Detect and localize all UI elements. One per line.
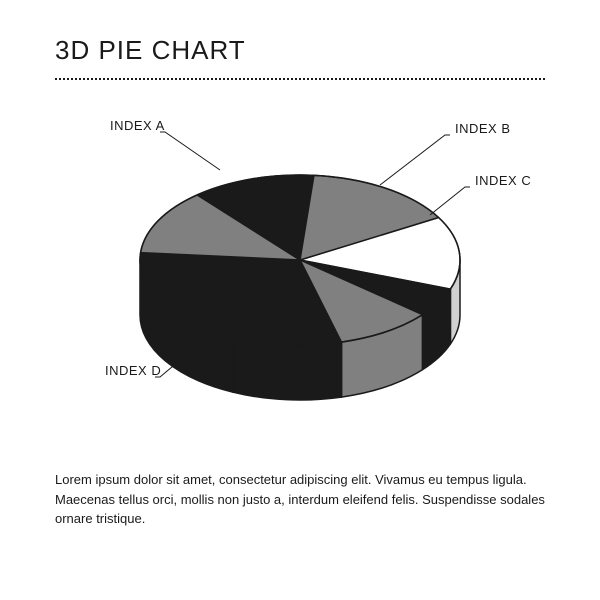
label-index-d: INDEX D	[105, 363, 161, 378]
label-index-b: INDEX B	[455, 121, 511, 136]
description-text: Lorem ipsum dolor sit amet, consectetur …	[55, 470, 545, 529]
label-index-c: INDEX C	[475, 173, 531, 188]
pie-chart-3d: INDEX A INDEX B INDEX C INDEX D	[50, 110, 550, 440]
chart-title: 3D PIE CHART	[55, 35, 246, 66]
label-index-a: INDEX A	[110, 118, 165, 133]
title-divider	[55, 78, 545, 80]
